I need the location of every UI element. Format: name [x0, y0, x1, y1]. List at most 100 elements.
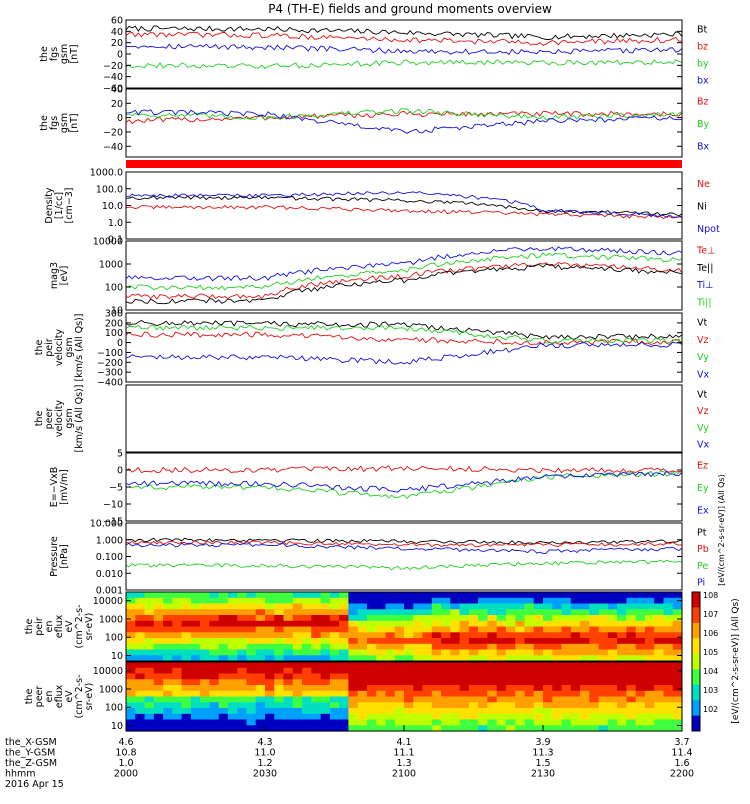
spectrogram-cell	[200, 708, 210, 715]
chart-title: P4 (TH-E) fields and ground moments over…	[268, 2, 552, 16]
spectrogram-cell	[190, 638, 201, 645]
spectrogram-cell	[274, 626, 285, 633]
spectrogram-cell	[200, 662, 210, 669]
spectrogram-cell	[385, 679, 396, 686]
spectrogram-cell	[283, 713, 294, 721]
spectrogram-cell	[635, 667, 646, 675]
spectrogram-cell	[190, 643, 201, 651]
spectrogram-cell	[163, 719, 173, 726]
spectrogram-cell	[422, 626, 433, 633]
spectrogram-cell	[339, 638, 349, 645]
spectrogram-cell	[422, 643, 433, 651]
spectrogram-cell	[404, 662, 414, 669]
spectrogram-cell	[246, 679, 257, 686]
spectrogram-cell	[320, 592, 331, 599]
spectrogram-cell	[227, 696, 238, 703]
spectrogram-cell	[663, 592, 674, 599]
spectrogram-cell	[348, 643, 359, 651]
spectrogram-cell	[153, 632, 164, 639]
spectrogram-cell	[496, 702, 507, 709]
spectrogram-cell	[366, 667, 377, 675]
spectrogram-cell	[218, 719, 229, 726]
spectrogram-cell	[181, 725, 192, 732]
spectrogram-cell	[329, 615, 340, 622]
footer-value: 1.0	[118, 758, 133, 769]
spectrogram-cell	[190, 719, 201, 726]
spectrogram-cell	[552, 638, 563, 645]
colorbar-segment	[692, 715, 700, 732]
spectrogram-cell	[450, 667, 461, 675]
spectrogram-cell	[543, 603, 553, 610]
spectrogram-cell	[394, 626, 405, 633]
spectrogram-cell	[478, 592, 488, 599]
spectrogram-cell	[422, 592, 433, 599]
spectrogram-cell	[339, 649, 349, 656]
spectrogram-cell	[431, 592, 442, 599]
spectrogram-cell	[441, 685, 451, 692]
spectrogram-cell	[644, 638, 655, 645]
spectrogram-cell	[209, 620, 220, 628]
spectrogram-cell	[144, 632, 155, 639]
spectrogram-cell	[200, 719, 210, 726]
spectrogram-cell	[237, 690, 247, 698]
spectrogram-cell	[302, 638, 312, 645]
spectrogram-cell	[672, 603, 683, 610]
spectrogram-cell	[431, 632, 442, 639]
spectrogram-cell	[237, 662, 247, 669]
spectrogram-cell	[589, 620, 600, 628]
spectrogram-cell	[237, 719, 247, 726]
spectrogram-cell	[329, 685, 340, 692]
spectrogram-cell	[126, 603, 136, 610]
spectrogram-cell	[153, 685, 164, 692]
spectrogram-cell	[190, 597, 201, 605]
spectrogram-cell	[505, 662, 516, 669]
spectrogram-cell	[441, 662, 451, 669]
spectrogram-cell	[635, 713, 646, 721]
spectrogram-cell	[543, 690, 553, 698]
spectrogram-cell	[543, 702, 553, 709]
y-tick-label: 10000	[93, 237, 123, 248]
spectrogram-cell	[450, 655, 461, 662]
spectrogram-cell	[348, 667, 359, 675]
spectrogram-cell	[580, 615, 590, 622]
spectrogram-cell	[404, 632, 414, 639]
spectrogram-cell	[385, 632, 396, 639]
spectrogram-cell	[617, 597, 627, 605]
spectrogram-cell	[153, 708, 164, 715]
spectrogram-cell	[329, 643, 340, 651]
spectrogram-cell	[320, 690, 331, 698]
spectrogram-cell	[237, 708, 247, 715]
spectrogram-cell	[459, 708, 470, 715]
spectrogram-cell	[227, 685, 238, 692]
spectrogram-cell	[561, 649, 572, 656]
footer-row-label: hhmm	[5, 769, 36, 780]
spectrogram-cell	[153, 655, 164, 662]
y-axis-label: [1/cc]	[54, 192, 65, 219]
panel-frame	[125, 522, 683, 591]
spectrogram-cell	[589, 719, 600, 726]
spectrogram-cell	[570, 655, 581, 662]
trace-Ti||	[125, 252, 683, 291]
spectrogram-cell	[366, 685, 377, 692]
spectrogram-cell	[209, 626, 220, 633]
spectrogram-cell	[237, 725, 247, 732]
spectrogram-cell	[450, 685, 461, 692]
spectrogram-cell	[181, 667, 192, 675]
spectrogram-cell	[144, 690, 155, 698]
spectrogram-cell	[404, 719, 414, 726]
spectrogram-cell	[153, 649, 164, 656]
spectrogram-cell	[598, 679, 609, 686]
spectrogram-cell	[552, 643, 563, 651]
spectrogram-cell	[376, 632, 386, 639]
spectrogram-cell	[265, 696, 275, 703]
spectrogram-cell	[617, 690, 627, 698]
spectrogram-cell	[607, 632, 618, 639]
spectrogram-cell	[302, 603, 312, 610]
spectrogram-cell	[329, 713, 340, 721]
trace-Te||	[125, 263, 683, 305]
spectrogram-cell	[311, 662, 322, 669]
spectrogram-cell	[246, 603, 257, 610]
spectrogram-cell	[524, 662, 535, 669]
spectrogram-cell	[635, 719, 646, 726]
spectrogram-cell	[163, 708, 173, 715]
